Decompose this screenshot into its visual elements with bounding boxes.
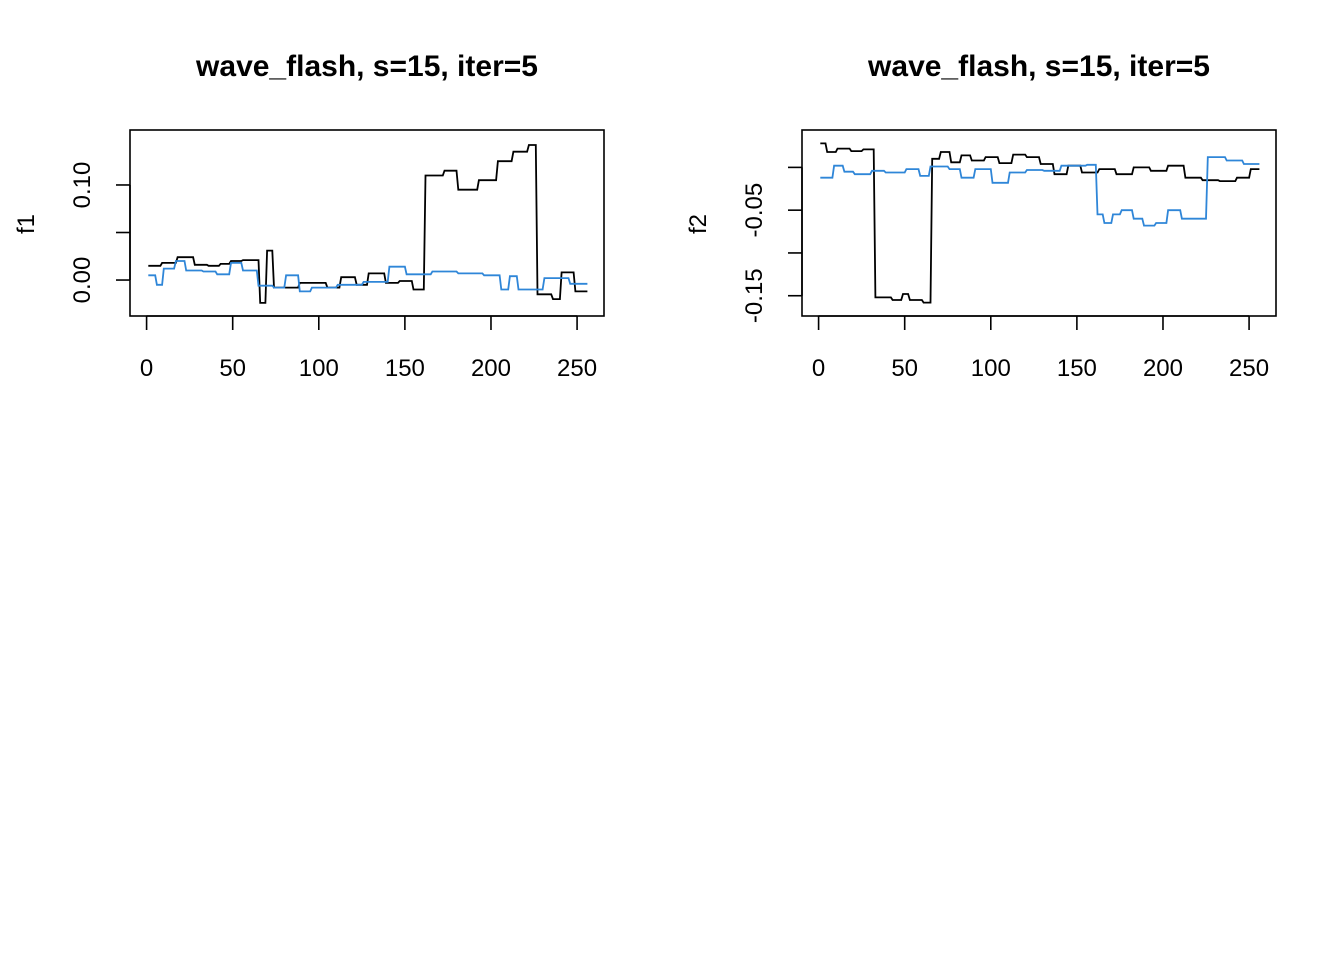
plot-panel-f1: wave_flash, s=15, iter=5 f1 0 50 100 150 200… (13, 50, 605, 382)
x-tick-label: 0 (812, 355, 825, 382)
series-line-0 (148, 144, 588, 304)
x-axis: 0 50 100 150 200 250 (140, 315, 597, 382)
y-tick-label: 0.10 (69, 162, 96, 209)
x-tick-label: 200 (471, 355, 511, 382)
y-axis-label: f1 (13, 214, 40, 234)
y-axis: -0.15 -0.05 (741, 166, 803, 323)
y-axis-label: f2 (685, 214, 712, 234)
x-tick-label: 150 (385, 355, 425, 382)
plot-title: wave_flash, s=15, iter=5 (867, 50, 1210, 83)
series-line-1 (148, 260, 588, 293)
x-tick-label: 0 (140, 355, 153, 382)
y-tick-label: -0.15 (741, 268, 768, 323)
y-tick-label: -0.05 (741, 183, 768, 238)
x-axis: 0 50 100 150 200 250 (812, 315, 1269, 382)
plot-frame (129, 129, 605, 317)
plot-title: wave_flash, s=15, iter=5 (195, 50, 538, 83)
y-tick-label: 0.00 (69, 257, 96, 304)
x-tick-label: 150 (1057, 355, 1097, 382)
x-tick-label: 50 (891, 355, 918, 382)
x-tick-label: 250 (1229, 355, 1269, 382)
x-tick-label: 200 (1143, 355, 1183, 382)
plot-panel-f2: wave_flash, s=15, iter=5 f2 0 50 100 150 200… (685, 50, 1277, 382)
data-layer (148, 144, 588, 304)
x-tick-label: 100 (971, 355, 1011, 382)
x-tick-label: 100 (299, 355, 339, 382)
series-line-0 (820, 142, 1260, 304)
x-tick-label: 50 (219, 355, 246, 382)
y-axis: 0.00 0.10 (69, 162, 131, 304)
series-line-1 (820, 156, 1260, 227)
x-tick-label: 250 (557, 355, 597, 382)
data-layer (820, 142, 1260, 304)
